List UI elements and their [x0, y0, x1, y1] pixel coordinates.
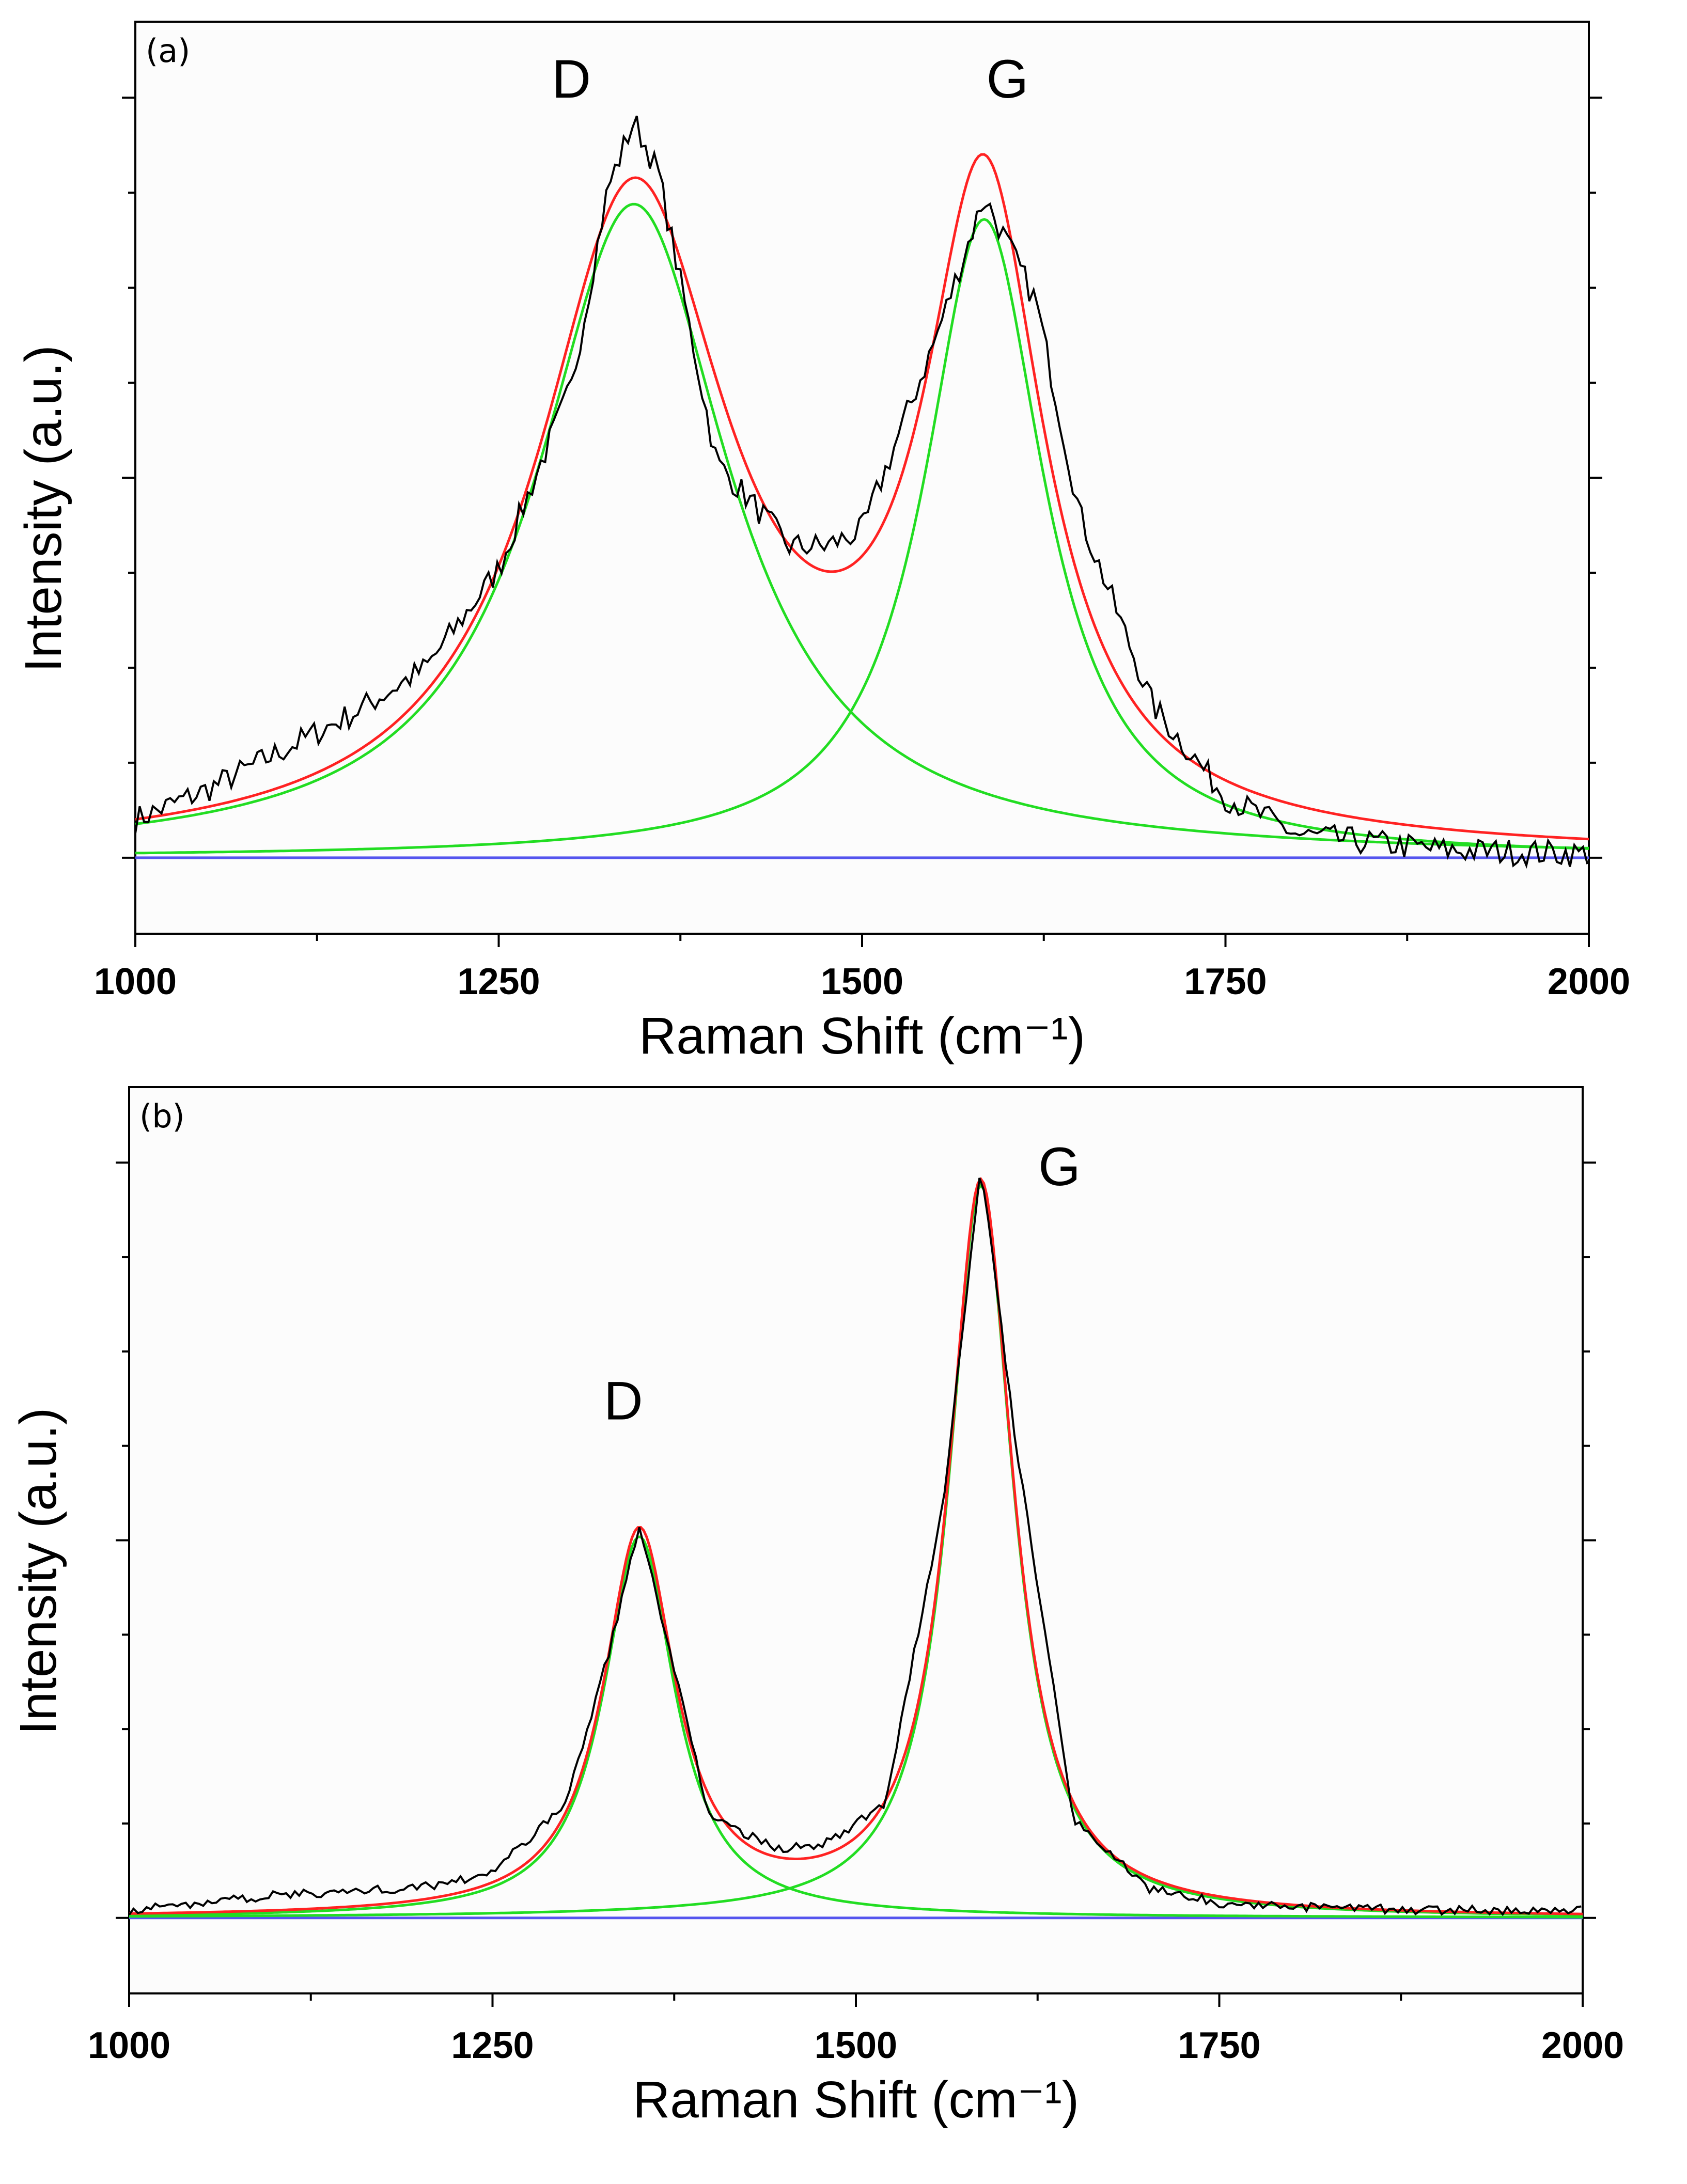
x-axis-title: Raman Shift (cm⁻¹): [639, 1007, 1085, 1065]
x-tick-label: 1250: [451, 2025, 534, 2066]
peak-label-g: G: [987, 49, 1029, 109]
component-curve-g-band: [129, 1183, 1583, 1918]
peak-label-g: G: [1038, 1137, 1081, 1197]
fit-curve: [135, 153, 1589, 841]
x-axis-title: Raman Shift (cm⁻¹): [633, 2071, 1079, 2129]
y-axis-title: Intensity (a.u.): [14, 345, 72, 672]
panel-label: (b): [139, 1097, 185, 1135]
peak-label-d: D: [604, 1371, 643, 1432]
plot-frame: [128, 1086, 1584, 1994]
x-tick-label: 1000: [88, 2025, 170, 2066]
measured-spectrum: [135, 115, 1589, 869]
x-tick-label: 1250: [457, 961, 540, 1002]
plot-frame: [134, 21, 1590, 935]
x-tick-label: 1750: [1184, 961, 1267, 1002]
x-tick-label: 2000: [1541, 2025, 1624, 2066]
chart-panel-b: 1000 1250 1500 1750 2000 Raman Shift (cm⁻¹) In…: [9, 1086, 1624, 2129]
y-axis-title: Intensity (a.u.): [9, 1408, 67, 1735]
measured-spectrum: [129, 1177, 1582, 1916]
x-tick-label: 1750: [1178, 2025, 1260, 2066]
peak-label-d: D: [552, 49, 591, 109]
curve-group: [129, 1177, 1583, 1920]
x-tick-label: 1500: [815, 2025, 897, 2066]
chart-panel-a: 1000 1250 1500 1750 2000 Raman Shift (cm⁻¹) In…: [14, 21, 1630, 1065]
x-tick-label: 1000: [94, 961, 177, 1002]
x-tick-label: 1500: [821, 961, 903, 1002]
component-curve-d-band: [135, 202, 1589, 850]
panel-label: (a): [146, 32, 190, 70]
x-tick-label: 2000: [1548, 961, 1630, 1002]
component-curve-d-band: [129, 1535, 1583, 1919]
curve-group: [135, 115, 1589, 869]
